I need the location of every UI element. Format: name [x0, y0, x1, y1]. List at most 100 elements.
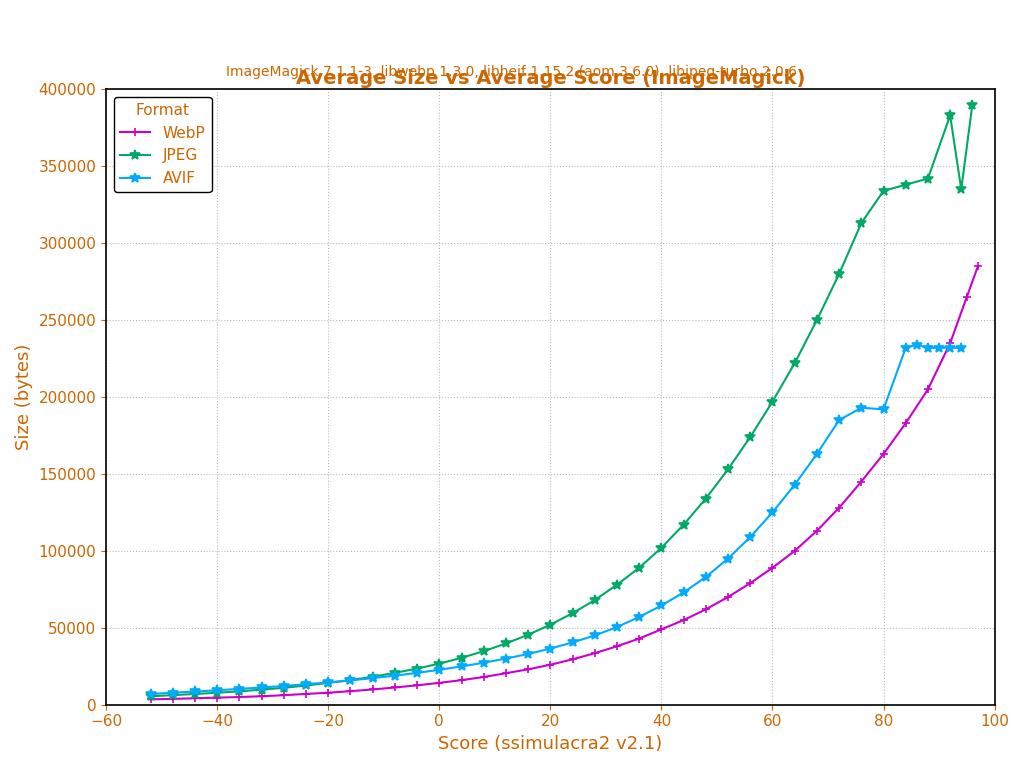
AVIF	[722, 554, 734, 563]
AVIF	[500, 654, 512, 664]
WebP	[833, 503, 845, 512]
AVIF	[633, 612, 645, 621]
AVIF	[678, 588, 690, 597]
JPEG	[344, 676, 356, 685]
X-axis label: Score (ssimulacra2 v2.1): Score (ssimulacra2 v2.1)	[438, 735, 663, 753]
AVIF	[344, 676, 356, 685]
WebP	[655, 624, 668, 634]
AVIF	[477, 658, 489, 667]
AVIF	[944, 343, 956, 353]
JPEG	[589, 595, 601, 604]
JPEG	[255, 685, 267, 694]
JPEG	[367, 672, 379, 681]
JPEG	[899, 180, 911, 189]
AVIF	[367, 674, 379, 683]
AVIF	[544, 644, 556, 653]
JPEG	[500, 639, 512, 648]
AVIF	[566, 637, 579, 647]
WebP	[589, 648, 601, 657]
AVIF	[655, 601, 668, 610]
Legend: WebP, JPEG, AVIF: WebP, JPEG, AVIF	[114, 97, 212, 192]
WebP	[500, 669, 512, 678]
Text: ImageMagick 7.1.1-3, libwebp 1.3.0, libheif 1.15.2 (aom 3.6.0), libjpeg-turbo 2.: ImageMagick 7.1.1-3, libwebp 1.3.0, libh…	[226, 65, 798, 79]
AVIF	[788, 480, 801, 489]
AVIF	[699, 572, 712, 581]
JPEG	[944, 111, 956, 120]
AVIF	[522, 649, 535, 658]
WebP	[300, 690, 312, 699]
AVIF	[433, 665, 445, 674]
AVIF	[300, 680, 312, 689]
WebP	[278, 690, 290, 700]
AVIF	[878, 405, 890, 414]
WebP	[878, 449, 890, 458]
AVIF	[211, 686, 223, 695]
JPEG	[855, 219, 867, 228]
JPEG	[811, 316, 823, 325]
WebP	[544, 660, 556, 670]
AVIF	[188, 687, 201, 696]
WebP	[522, 665, 535, 674]
AVIF	[144, 690, 157, 699]
WebP	[433, 678, 445, 687]
Line: JPEG: JPEG	[145, 100, 977, 701]
AVIF	[611, 622, 624, 631]
WebP	[167, 694, 179, 703]
JPEG	[922, 174, 934, 183]
AVIF	[744, 532, 757, 541]
WebP	[766, 563, 778, 572]
JPEG	[323, 678, 335, 687]
AVIF	[323, 678, 335, 687]
JPEG	[722, 465, 734, 474]
JPEG	[233, 687, 246, 696]
WebP	[699, 604, 712, 614]
JPEG	[456, 654, 468, 663]
WebP	[611, 641, 624, 650]
WebP	[323, 688, 335, 697]
JPEG	[744, 432, 757, 442]
AVIF	[910, 340, 923, 349]
JPEG	[211, 688, 223, 697]
JPEG	[167, 690, 179, 700]
WebP	[678, 615, 690, 624]
AVIF	[922, 343, 934, 353]
JPEG	[278, 684, 290, 693]
JPEG	[433, 659, 445, 668]
AVIF	[855, 403, 867, 412]
JPEG	[678, 520, 690, 529]
Title: Average Size vs Average Score (ImageMagick): Average Size vs Average Score (ImageMagi…	[296, 69, 805, 88]
Y-axis label: Size (bytes): Size (bytes)	[15, 344, 33, 450]
JPEG	[477, 647, 489, 656]
JPEG	[411, 664, 423, 674]
WebP	[211, 693, 223, 702]
WebP	[566, 655, 579, 664]
JPEG	[788, 359, 801, 368]
AVIF	[456, 662, 468, 671]
JPEG	[633, 563, 645, 572]
WebP	[811, 526, 823, 535]
WebP	[788, 546, 801, 555]
WebP	[972, 262, 984, 271]
JPEG	[544, 620, 556, 629]
JPEG	[955, 185, 968, 194]
WebP	[722, 592, 734, 601]
JPEG	[566, 608, 579, 617]
JPEG	[655, 543, 668, 552]
AVIF	[411, 668, 423, 677]
AVIF	[233, 684, 246, 694]
AVIF	[933, 343, 945, 353]
WebP	[899, 419, 911, 428]
AVIF	[955, 343, 968, 353]
WebP	[477, 673, 489, 682]
WebP	[188, 694, 201, 703]
WebP	[344, 687, 356, 696]
AVIF	[278, 681, 290, 690]
WebP	[961, 293, 973, 302]
JPEG	[522, 630, 535, 639]
WebP	[456, 676, 468, 685]
AVIF	[811, 449, 823, 458]
AVIF	[389, 671, 401, 680]
JPEG	[878, 187, 890, 196]
AVIF	[833, 415, 845, 425]
JPEG	[300, 681, 312, 690]
